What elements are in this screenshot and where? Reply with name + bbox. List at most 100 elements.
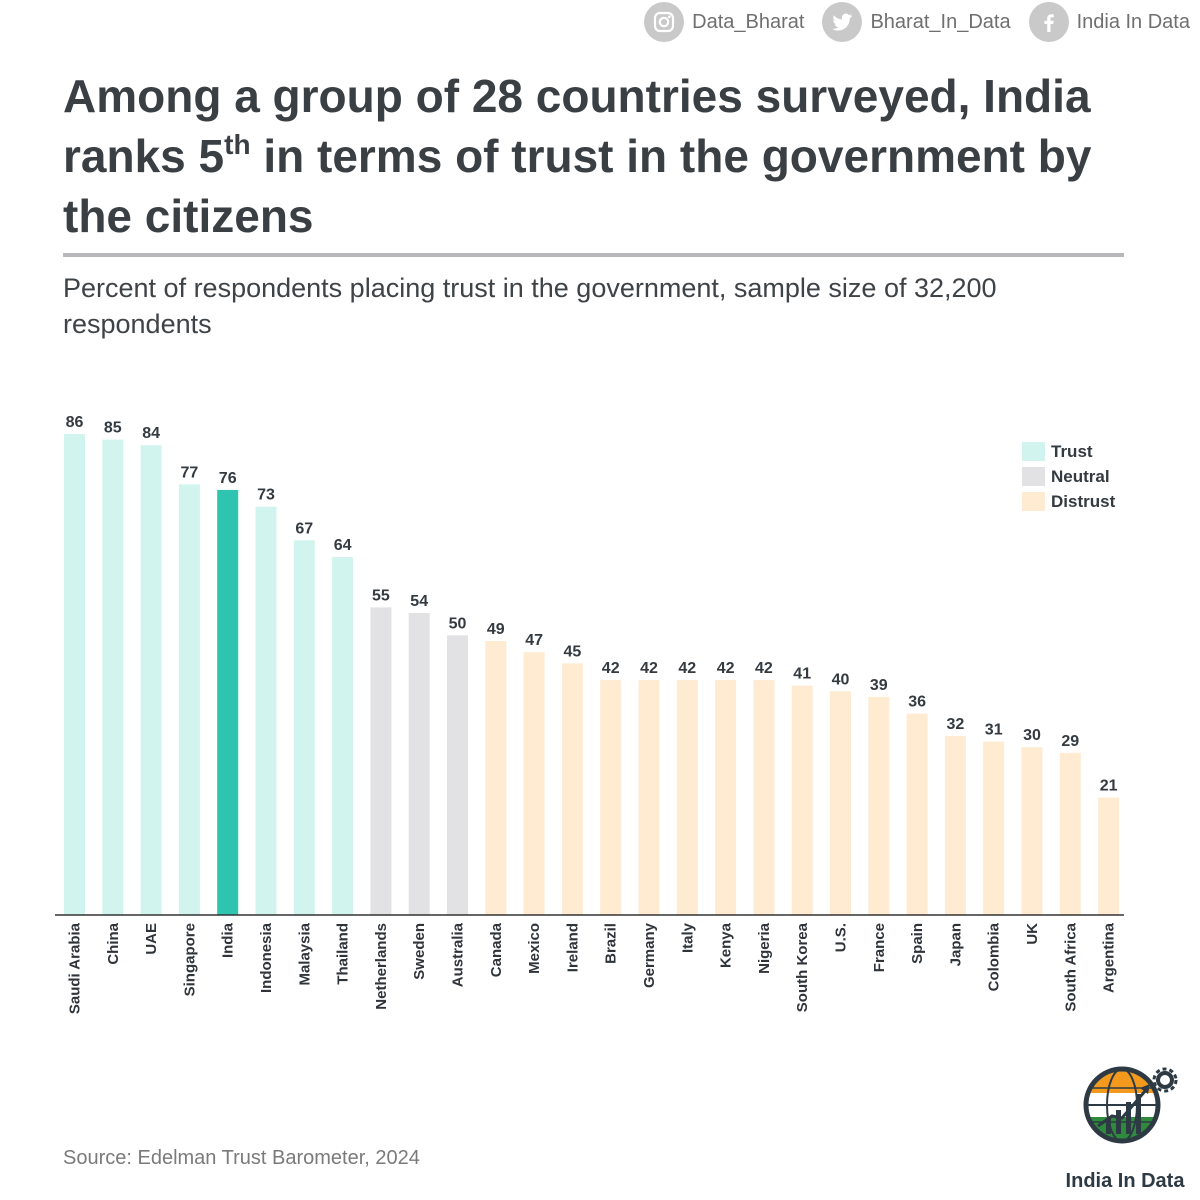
bar-colombia [983, 741, 1005, 915]
legend-label-neutral: Neutral [1051, 467, 1110, 486]
x-tick-netherlands: Netherlands [373, 923, 390, 1010]
x-tick-uk: UK [1024, 923, 1041, 945]
bar-france [868, 696, 890, 915]
bar-label-south-korea: 41 [793, 666, 811, 683]
bar-label-japan: 32 [947, 716, 965, 733]
x-tick-uae: UAE [143, 923, 160, 955]
x-tick-ireland: Ireland [564, 923, 581, 972]
x-tick-singapore: Singapore [181, 923, 198, 996]
facebook-link[interactable]: India In Data [1028, 2, 1190, 42]
instagram-link[interactable]: Data_Bharat [644, 2, 804, 42]
title-text: Among a group of 28 countries surveyed, … [63, 70, 1091, 182]
bar-south-korea [791, 685, 813, 915]
source-note: Source: Edelman Trust Barometer, 2024 [63, 1147, 420, 1169]
x-tick-mexico: Mexico [526, 923, 543, 974]
bar-australia [447, 635, 468, 915]
instagram-icon [644, 2, 685, 42]
x-tick-argentina: Argentina [1101, 922, 1118, 993]
bar-singapore [178, 484, 200, 915]
x-tick-australia: Australia [450, 922, 467, 987]
facebook-icon [1028, 2, 1069, 42]
x-tick-brazil: Brazil [603, 923, 620, 964]
x-tick-japan: Japan [947, 923, 964, 966]
bar-canada [485, 640, 507, 915]
bar-label-ireland: 45 [564, 643, 582, 660]
bar-saudi-arabia [64, 434, 85, 915]
twitter-bird-icon [822, 2, 863, 42]
bar-thailand [332, 557, 354, 915]
bar-south-africa [1059, 752, 1081, 915]
bar-label-malaysia: 67 [295, 520, 313, 537]
bar-china [102, 439, 124, 915]
x-tick-colombia: Colombia [986, 922, 1003, 991]
globe-chart-logo-icon [1083, 1066, 1178, 1144]
bar-germany [638, 680, 660, 915]
bar-label-u-s: 40 [832, 671, 850, 688]
x-tick-saudi-arabia: Saudi Arabia [67, 922, 84, 1014]
legend-swatch-distrust [1022, 492, 1045, 511]
x-tick-indonesia: Indonesia [258, 922, 275, 993]
twitter-handle: Bharat_In_Data [870, 10, 1011, 33]
bar-label-italy: 42 [678, 660, 696, 677]
bar-uae [140, 445, 162, 915]
bar-label-thailand: 64 [334, 537, 352, 554]
brand-logo: India In Data [1050, 1060, 1200, 1195]
instagram-handle: Data_Bharat [692, 10, 805, 33]
twitter-link[interactable]: Bharat_In_Data [822, 2, 1011, 42]
bar-chart: 86 Saudi Arabia 85 China 84 UAE 77 Singapore 76 I… [55, 414, 1124, 1014]
social-links: Data_Bharat Bharat_In_Data India In Data [644, 0, 1190, 44]
legend-label-trust: Trust [1051, 442, 1093, 461]
bar-label-india: 76 [219, 470, 237, 487]
bar-label-kenya: 42 [717, 660, 735, 677]
bar-label-uae: 84 [142, 425, 160, 442]
title-text-continued: in terms of trust in the government by t… [63, 130, 1092, 242]
bar-label-australia: 50 [449, 615, 467, 632]
bar-japan [944, 736, 966, 915]
bar-label-spain: 36 [908, 694, 926, 711]
x-tick-thailand: Thailand [335, 923, 352, 985]
bar-label-mexico: 47 [525, 632, 543, 649]
page-title: Among a group of 28 countries surveyed, … [63, 66, 1143, 246]
bar-uk [1021, 747, 1043, 915]
bar-label-brazil: 42 [602, 660, 620, 677]
bar-malaysia [293, 540, 315, 915]
bar-label-argentina: 21 [1100, 778, 1118, 795]
bar-label-sweden: 54 [410, 593, 428, 610]
bar-italy [676, 680, 698, 915]
x-tick-spain: Spain [909, 923, 926, 964]
title-divider [63, 253, 1124, 257]
bar-label-netherlands: 55 [372, 587, 390, 604]
chart-subtitle: Percent of respondents placing trust in … [63, 273, 997, 339]
bar-mexico [523, 652, 545, 915]
bar-argentina [1098, 797, 1120, 915]
bar-label-germany: 42 [640, 660, 658, 677]
bar-label-south-africa: 29 [1061, 733, 1079, 750]
bar-label-nigeria: 42 [755, 660, 773, 677]
x-tick-china: China [105, 922, 122, 964]
bar-sweden [408, 612, 430, 915]
bar-label-saudi-arabia: 86 [66, 414, 84, 431]
bar-kenya [715, 680, 737, 915]
legend-label-distrust: Distrust [1051, 492, 1116, 511]
title-superscript: th [224, 128, 251, 160]
facebook-page: India In Data [1076, 10, 1190, 33]
brand-name: India In Data [1065, 1170, 1185, 1192]
x-tick-malaysia: Malaysia [296, 922, 313, 985]
bar-label-colombia: 31 [985, 722, 1003, 739]
bar-netherlands [370, 607, 392, 915]
x-tick-germany: Germany [641, 922, 658, 988]
x-tick-italy: Italy [679, 922, 696, 953]
x-tick-south-korea: South Korea [794, 922, 811, 1012]
bar-indonesia [255, 506, 277, 915]
x-tick-kenya: Kenya [718, 922, 735, 968]
x-tick-france: France [871, 923, 888, 972]
bar-nigeria [753, 680, 775, 915]
bar-label-uk: 30 [1023, 727, 1041, 744]
x-tick-canada: Canada [488, 922, 505, 977]
x-tick-nigeria: Nigeria [756, 922, 773, 974]
bar-india [217, 489, 239, 915]
bar-label-france: 39 [870, 677, 888, 694]
x-tick-u-s: U.S. [833, 923, 850, 952]
bar-spain [906, 713, 928, 915]
bar-ireland [561, 663, 583, 915]
